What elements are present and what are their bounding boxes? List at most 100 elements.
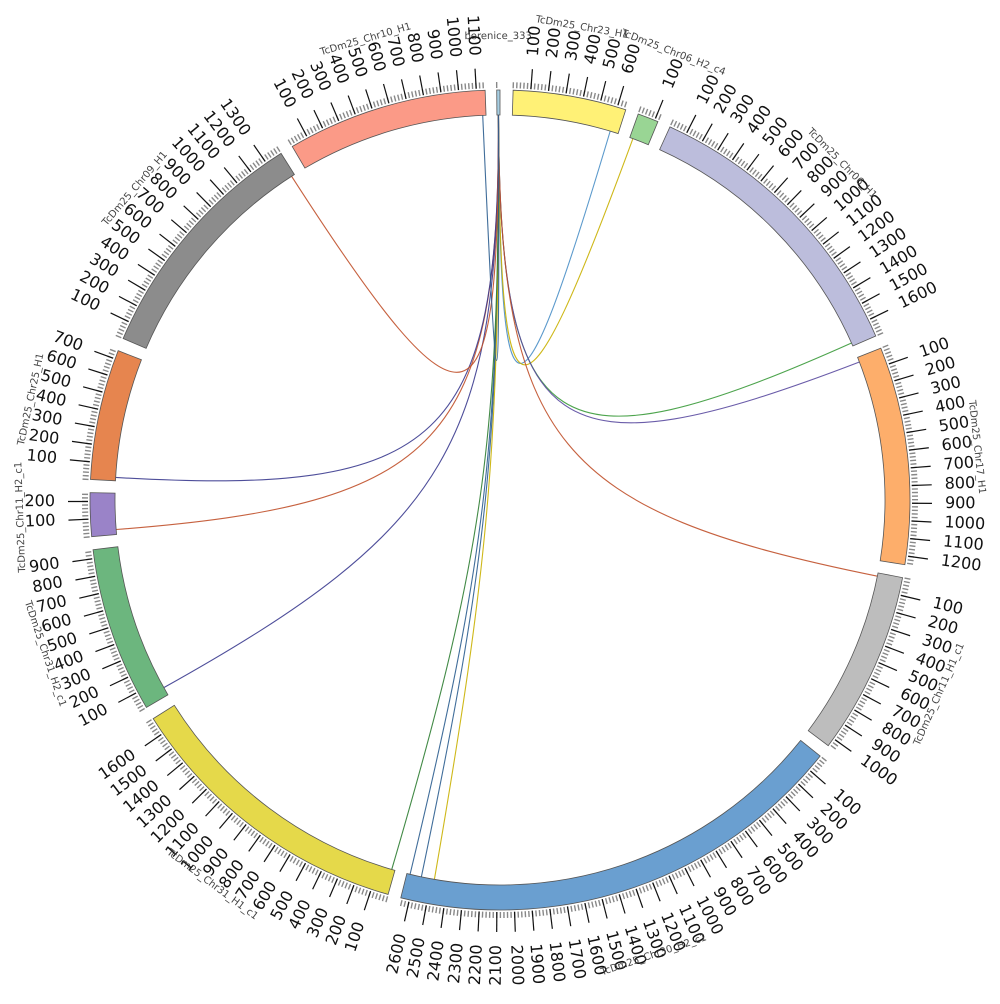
- minor-tick: [183, 768, 188, 772]
- minor-tick: [340, 114, 342, 120]
- major-tick: [774, 178, 787, 193]
- segment-tcdm25-chr06-h2-c4: [630, 114, 658, 145]
- minor-tick: [772, 186, 776, 191]
- major-tick: [685, 868, 694, 886]
- major-tick: [179, 776, 194, 789]
- minor-tick: [164, 251, 169, 255]
- minor-tick: [832, 252, 837, 256]
- minor-tick: [738, 159, 741, 164]
- minor-tick: [148, 723, 153, 726]
- minor-tick: [350, 110, 352, 116]
- minor-tick: [120, 671, 125, 673]
- minor-tick: [129, 690, 134, 693]
- minor-tick: [379, 894, 381, 900]
- minor-tick: [785, 198, 789, 202]
- minor-tick: [436, 907, 437, 913]
- minor-tick: [677, 123, 680, 128]
- minor-tick: [892, 372, 898, 374]
- minor-tick: [642, 108, 644, 114]
- minor-tick: [908, 442, 914, 443]
- minor-tick: [301, 133, 304, 138]
- minor-tick: [693, 131, 696, 136]
- minor-tick: [790, 203, 794, 207]
- minor-tick: [744, 163, 748, 168]
- minor-tick: [656, 881, 658, 887]
- minor-tick: [330, 118, 332, 123]
- minor-tick: [174, 757, 179, 761]
- minor-tick: [707, 856, 710, 861]
- minor-tick: [201, 208, 205, 212]
- minor-tick: [570, 88, 571, 94]
- major-tick: [549, 71, 551, 91]
- minor-tick: [905, 421, 911, 422]
- major-tick: [348, 96, 355, 115]
- minor-tick: [781, 801, 785, 805]
- minor-tick: [712, 141, 715, 146]
- minor-tick: [743, 833, 747, 838]
- minor-tick: [623, 893, 625, 899]
- minor-tick: [777, 191, 781, 195]
- minor-tick: [765, 816, 769, 821]
- minor-tick: [122, 322, 127, 325]
- minor-tick: [674, 121, 677, 126]
- minor-tick: [278, 849, 281, 854]
- minor-tick: [376, 893, 378, 899]
- minor-tick: [597, 94, 598, 100]
- minor-tick: [359, 888, 361, 894]
- minor-tick: [783, 799, 787, 803]
- minor-tick: [722, 847, 725, 852]
- major-tick: [908, 556, 928, 559]
- major-tick: [653, 883, 660, 902]
- major-tick: [912, 485, 932, 486]
- minor-tick: [649, 110, 651, 116]
- minor-tick: [436, 87, 437, 93]
- minor-tick: [121, 674, 126, 677]
- minor-tick: [893, 376, 899, 378]
- minor-tick: [116, 335, 122, 337]
- minor-tick: [260, 837, 263, 842]
- minor-tick: [293, 858, 296, 863]
- major-tick: [478, 911, 479, 931]
- minor-tick: [680, 124, 683, 129]
- minor-tick: [906, 428, 912, 429]
- minor-tick: [888, 640, 894, 642]
- minor-tick: [343, 113, 345, 119]
- minor-tick: [821, 238, 826, 242]
- minor-tick: [910, 464, 916, 465]
- minor-tick: [559, 86, 560, 92]
- minor-tick: [564, 907, 565, 913]
- minor-tick: [187, 223, 191, 227]
- minor-tick: [751, 827, 755, 832]
- major-tick: [550, 909, 552, 929]
- minor-tick: [250, 165, 254, 170]
- minor-tick: [815, 766, 820, 770]
- minor-tick: [858, 704, 863, 707]
- minor-tick: [847, 722, 852, 725]
- minor-tick: [581, 904, 582, 910]
- minor-tick: [237, 820, 241, 825]
- minor-tick: [110, 349, 116, 351]
- minor-tick: [556, 86, 557, 92]
- major-tick: [871, 679, 889, 688]
- minor-tick: [545, 85, 546, 91]
- minor-tick: [577, 89, 578, 95]
- minor-tick: [312, 868, 315, 873]
- minor-tick: [84, 458, 90, 459]
- minor-tick: [778, 804, 782, 808]
- major-tick: [347, 885, 354, 904]
- minor-tick: [415, 91, 416, 97]
- minor-tick: [96, 607, 102, 609]
- minor-tick: [382, 895, 384, 901]
- minor-tick: [200, 787, 204, 791]
- minor-tick: [100, 380, 106, 382]
- minor-tick: [454, 85, 455, 91]
- minor-tick: [415, 903, 416, 909]
- minor-tick: [171, 755, 176, 759]
- minor-tick: [85, 447, 91, 448]
- minor-tick: [85, 454, 91, 455]
- minor-tick: [874, 672, 879, 675]
- minor-tick: [450, 909, 451, 915]
- minor-tick: [853, 713, 858, 716]
- minor-tick: [876, 329, 881, 331]
- minor-tick: [646, 109, 648, 115]
